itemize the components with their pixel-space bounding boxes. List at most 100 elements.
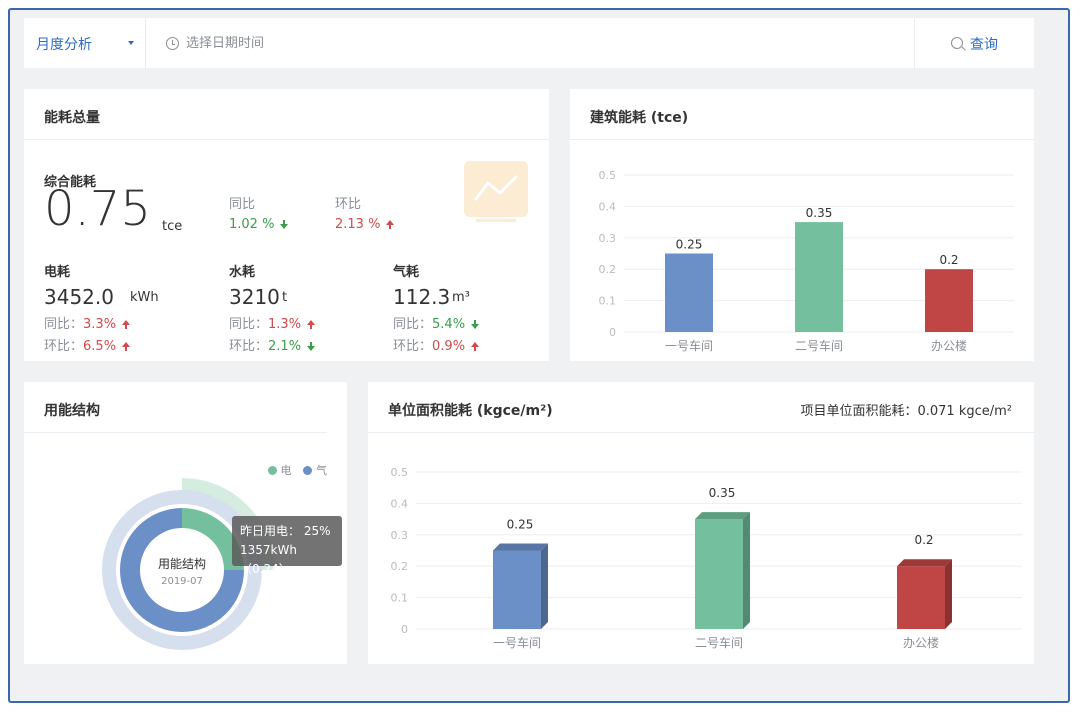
tooltip-line: 1357kWh（0.24） (240, 543, 297, 576)
gas-mom: 环比：0.9% (393, 335, 480, 354)
gas-yoy-label: 同比： (393, 317, 433, 332)
arrow-up-icon (386, 220, 395, 229)
bar-top-face (493, 543, 548, 551)
data-label: 0.35 (709, 486, 736, 500)
y-tick-label: 0.5 (391, 466, 409, 479)
y-tick-label: 0.3 (599, 232, 617, 245)
electricity-yoy-value: 3.3% (83, 317, 117, 332)
bar (795, 222, 843, 332)
project-unit-area-summary: 项目单位面积能耗：0.071 kgce/m² (800, 404, 1012, 419)
x-tick-label: 一号车间 (665, 338, 713, 353)
y-tick-label: 0 (609, 326, 616, 339)
electricity-yoy-label: 同比： (44, 317, 84, 332)
pie-legend: 电 气 (260, 462, 327, 478)
building-energy-panel: 建筑能耗 (tce) 0 0.1 0.2 0.3 0.4 0.5 0.25 一号车间 0.35 二… (570, 89, 1034, 361)
bar (665, 253, 713, 332)
electricity-label: 电耗 (44, 265, 71, 280)
y-tick-label: 0.2 (391, 560, 409, 573)
pie-tooltip: 昨日用电： 25% 1357kWh（0.24） (232, 516, 342, 576)
search-icon (951, 37, 963, 49)
building-energy-chart: 0 0.1 0.2 0.3 0.4 0.5 0.25 一号车间 0.35 二号车间 0.2 办公楼 (599, 169, 1014, 353)
composite-value: 0.75 (44, 181, 151, 237)
divider (24, 139, 549, 140)
panel-title: 单位面积能耗 (kgce/m²) (388, 403, 553, 419)
bar-side-face (945, 559, 952, 629)
water-yoy-value: 1.3% (268, 317, 302, 332)
energy-total-panel: 能耗总量 综合能耗 0.75 tce 同比 1.02 % 环比 2.13 % 电… (24, 89, 549, 361)
period-select[interactable]: 月度分析 (24, 18, 146, 68)
donut-slice (182, 508, 244, 570)
x-tick-label: 办公楼 (931, 338, 967, 353)
bar-top-face (897, 559, 952, 567)
electricity-mom: 环比：6.5% (44, 335, 131, 354)
query-button[interactable]: 查询 (914, 18, 1034, 68)
arrow-up-icon (471, 342, 480, 351)
data-label: 0.25 (676, 238, 703, 252)
water-mom: 环比：2.1% (229, 335, 316, 354)
line-chart-icon (464, 161, 528, 222)
x-tick-label: 二号车间 (795, 338, 843, 353)
donut-center-date: 2019-07 (161, 576, 203, 587)
tooltip-line: 昨日用电： 25% (240, 524, 331, 538)
legend-item-electricity: 电 (280, 464, 292, 477)
arrow-up-icon (122, 320, 131, 329)
bar-side-face (541, 543, 548, 629)
donut-center-label: 用能结构 (158, 556, 206, 571)
yoy-change: 1.02 % (229, 217, 289, 232)
data-label: 0.25 (507, 518, 534, 532)
arrow-up-icon (307, 320, 316, 329)
mom-value: 2.13 % (335, 217, 381, 232)
gas-label: 气耗 (393, 265, 420, 280)
water-mom-value: 2.1% (268, 339, 302, 354)
electricity-mom-value: 6.5% (83, 339, 117, 354)
water-unit: t (282, 290, 288, 305)
yoy-label: 同比 (229, 197, 256, 212)
legend-dot-electricity (267, 466, 277, 475)
y-tick-label: 0.4 (391, 497, 409, 510)
x-tick-label: 二号车间 (695, 635, 743, 650)
arrow-down-icon (471, 320, 480, 329)
panel-title: 建筑能耗 (tce) (590, 110, 689, 126)
arrow-up-icon (122, 342, 131, 351)
x-tick-label: 办公楼 (903, 635, 939, 650)
date-time-input[interactable] (164, 32, 664, 54)
y-tick-label: 0.2 (599, 263, 617, 276)
panel-title: 用能结构 (44, 403, 100, 419)
data-label: 0.35 (806, 206, 833, 220)
divider (570, 139, 1034, 140)
x-tick-label: 一号车间 (493, 635, 541, 650)
composite-label: 综合能耗 (44, 175, 97, 190)
gas-yoy: 同比：5.4% (393, 313, 480, 332)
electricity-value: 3452.0 (44, 285, 114, 309)
bar (897, 566, 945, 629)
legend-dot-gas (303, 466, 312, 475)
electricity-mom-label: 环比： (44, 339, 84, 354)
water-yoy: 同比：1.3% (229, 313, 316, 332)
chevron-down-icon (128, 41, 134, 45)
y-tick-label: 0 (401, 623, 408, 636)
water-mom-label: 环比： (229, 339, 269, 354)
divider (368, 432, 1034, 433)
panel-title: 能耗总量 (44, 110, 100, 126)
y-tick-label: 0.5 (599, 169, 617, 182)
y-tick-label: 0.4 (599, 200, 617, 213)
unit-area-energy-chart: 0 0.1 0.2 0.3 0.4 0.5 0.25 一号车间 0.35 二号车间 0.2 办公楼 (391, 466, 1022, 650)
gas-unit: m³ (452, 290, 470, 305)
gas-mom-label: 环比： (393, 339, 433, 354)
gas-yoy-value: 5.4% (432, 317, 466, 332)
bar-top-face (695, 512, 750, 520)
period-select-label: 月度分析 (36, 37, 92, 53)
data-label: 0.2 (914, 533, 933, 547)
energy-structure-panel: 用能结构 电 气 用能结构 2019-07 昨日用电： 25% 1357kWh（0… (24, 382, 347, 664)
electricity-unit: kWh (130, 290, 159, 305)
bar (493, 550, 541, 629)
bar (695, 519, 743, 629)
data-label: 0.2 (939, 253, 958, 267)
y-tick-label: 0.1 (391, 592, 409, 605)
bar-side-face (743, 512, 750, 629)
query-button-label: 查询 (970, 37, 998, 53)
donut-slice (120, 508, 244, 632)
legend-item-gas: 气 (316, 464, 327, 477)
composite-unit: tce (162, 219, 183, 234)
yoy-value: 1.02 % (229, 217, 275, 232)
